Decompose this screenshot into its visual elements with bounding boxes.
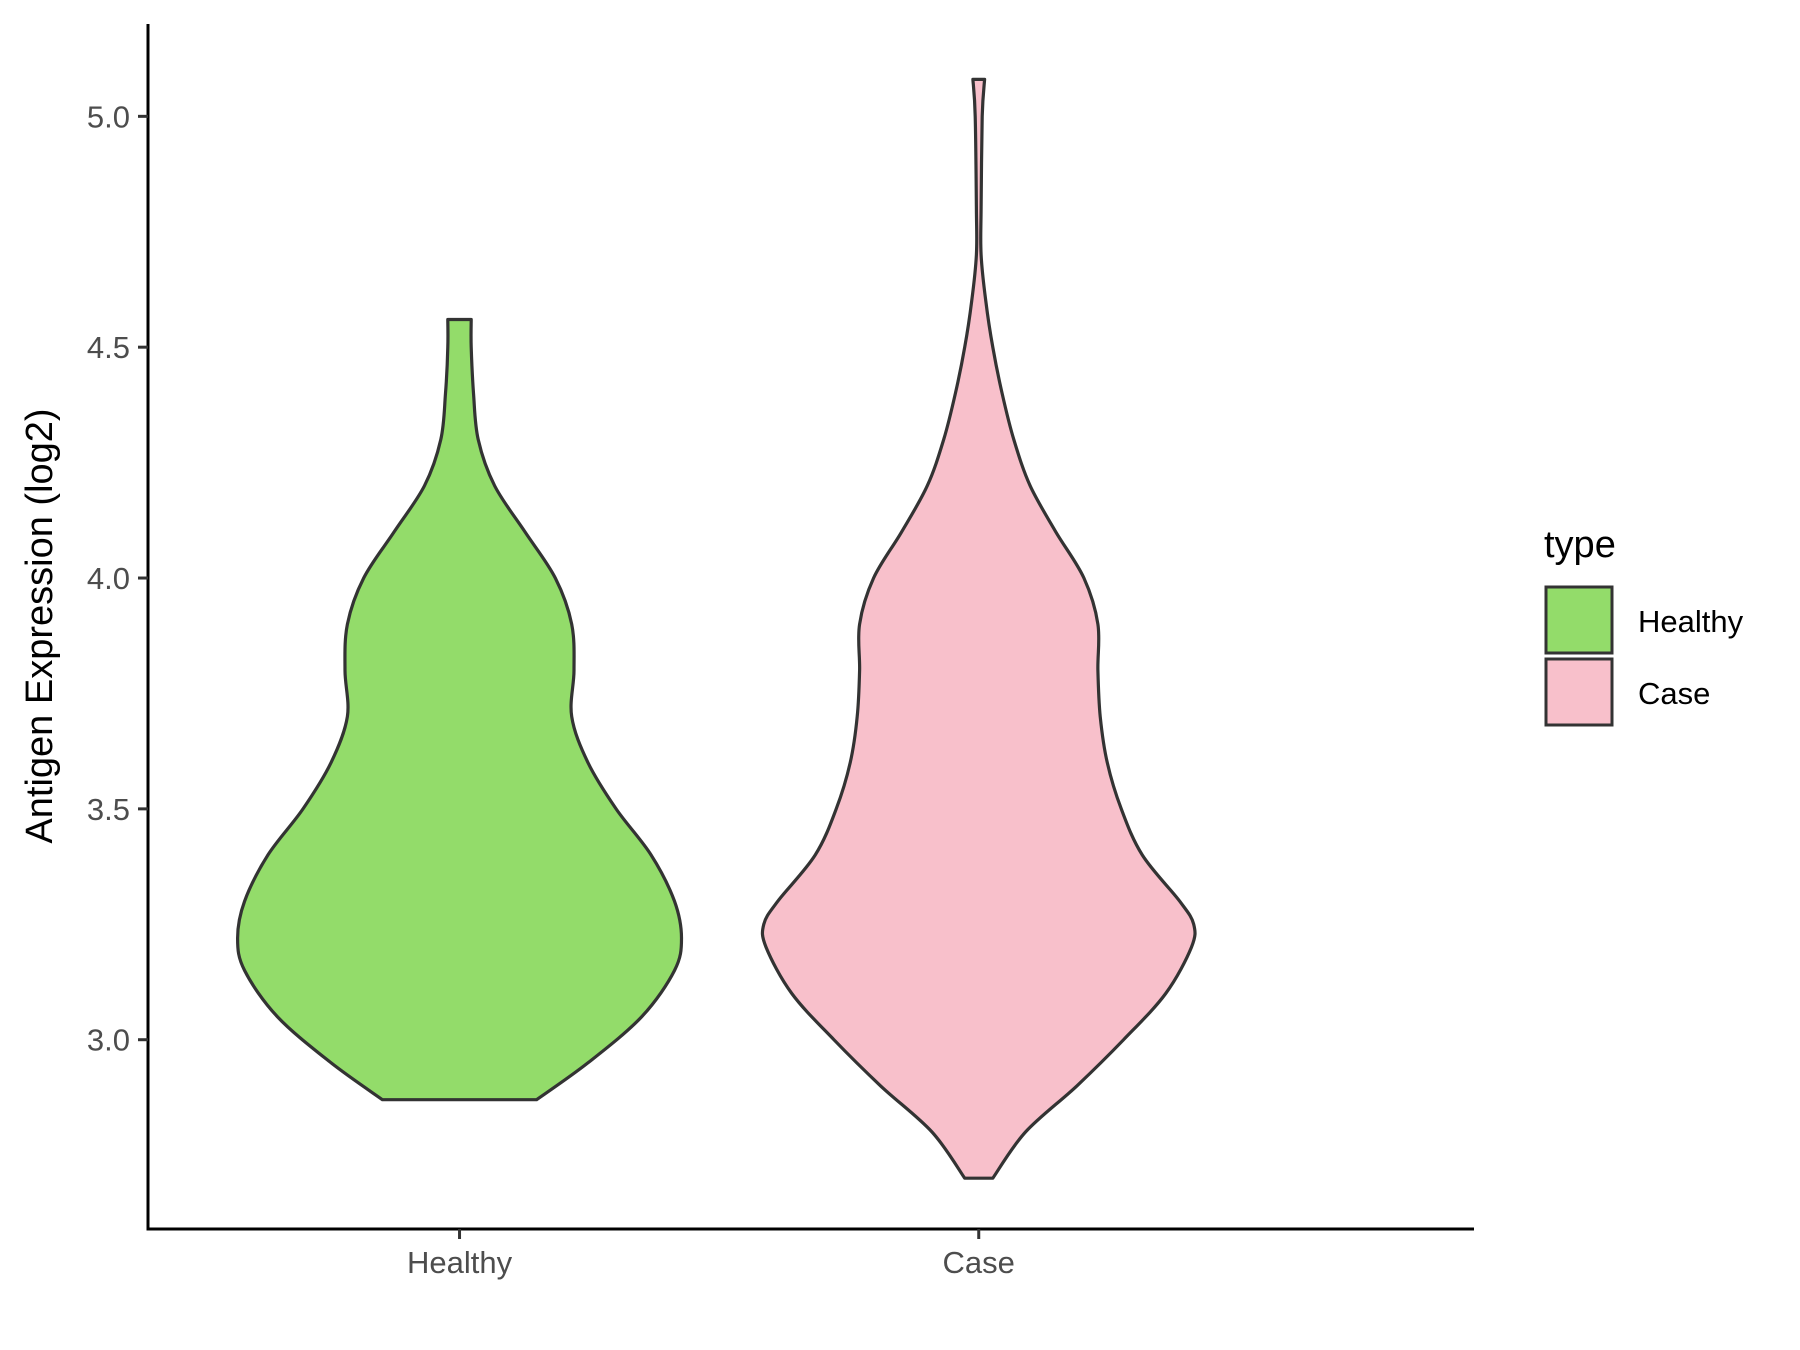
violin-case bbox=[760, 77, 1197, 1180]
legend-swatch-case bbox=[1544, 657, 1614, 727]
x-tick-label: Case bbox=[943, 1245, 1015, 1280]
legend-swatch-healthy bbox=[1544, 585, 1614, 655]
y-tick-label: 4.5 bbox=[87, 330, 130, 365]
legend-title: type bbox=[1544, 524, 1616, 566]
legend-label-healthy: Healthy bbox=[1638, 604, 1744, 639]
x-tick-label: Healthy bbox=[407, 1245, 513, 1280]
y-tick-label: 4.0 bbox=[87, 561, 130, 596]
legend-label-case: Case bbox=[1638, 676, 1710, 711]
y-axis-ticks: 3.0 3.5 4.0 4.5 5.0 bbox=[87, 99, 148, 1058]
y-tick-label: 5.0 bbox=[87, 99, 130, 134]
x-axis-ticks: Healthy Case bbox=[407, 1229, 1015, 1280]
legend-items: Healthy Case bbox=[1544, 585, 1744, 727]
y-tick-label: 3.0 bbox=[87, 1023, 130, 1058]
legend: type Healthy Case bbox=[1544, 524, 1744, 727]
violins-group bbox=[236, 77, 1197, 1180]
violin-healthy bbox=[236, 317, 684, 1102]
y-tick-label: 3.5 bbox=[87, 792, 130, 827]
y-axis-title: Antigen Expression (log2) bbox=[19, 408, 61, 843]
